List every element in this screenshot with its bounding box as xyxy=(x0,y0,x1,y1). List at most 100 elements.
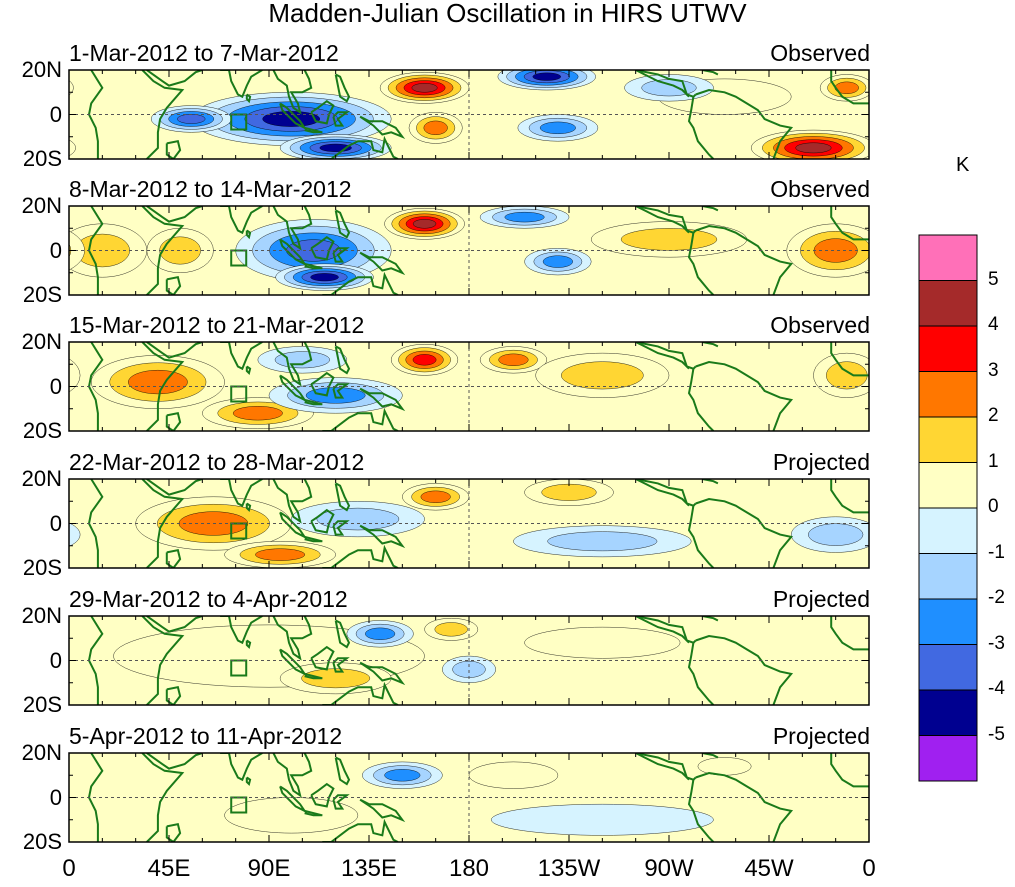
colorbar-tick-label: 5 xyxy=(988,268,999,290)
panel-date-range: 15-Mar-2012 to 21-Mar-2012 xyxy=(69,312,365,338)
anomaly-contour xyxy=(69,522,81,547)
colorbar-tick-label: 0 xyxy=(988,496,999,517)
lat-tick-label: 20N xyxy=(21,193,62,218)
colorbar-swatch xyxy=(918,416,978,463)
coastlines xyxy=(87,616,869,705)
panel-status: Projected xyxy=(772,586,870,612)
anomaly-contour xyxy=(412,354,437,366)
lon-tick-label: 90E xyxy=(247,855,291,882)
lat-tick-label: 20S xyxy=(22,829,62,854)
anomaly-contour xyxy=(561,361,644,390)
anomaly-contour xyxy=(35,82,59,94)
lat-tick-label: 20S xyxy=(22,282,62,307)
anomaly-contour xyxy=(808,523,864,546)
lon-tick-label: 180 xyxy=(448,855,490,882)
colorbar-swatch xyxy=(918,689,978,736)
lon-tick-label: 45E xyxy=(147,855,191,882)
map-panel xyxy=(35,69,870,160)
anomaly-contour xyxy=(69,80,74,96)
panel-date-range: 5-Apr-2012 to 11-Apr-2012 xyxy=(69,723,343,749)
anomaly-contour xyxy=(468,761,559,789)
anomaly-contour xyxy=(491,803,714,836)
anomaly-contour xyxy=(539,121,576,134)
colorbar-tick-label: -4 xyxy=(988,678,1005,699)
lat-tick-label: 20S xyxy=(22,146,62,171)
lat-tick-label: 20N xyxy=(21,466,62,491)
anomaly-contour xyxy=(532,72,561,81)
lat-tick-label: 20S xyxy=(22,418,62,443)
lon-tick-label: 135E xyxy=(340,855,398,882)
panel-status: Observed xyxy=(770,312,870,338)
lat-tick-label: 0 xyxy=(49,647,62,673)
figure-title: Madden-Julian Oscillation in HIRS UTWV xyxy=(268,0,747,28)
lat-tick-label: 20N xyxy=(21,329,62,354)
anomaly-contour xyxy=(128,369,188,395)
lat-tick-label: 20S xyxy=(22,555,62,580)
colorbar-swatch xyxy=(918,371,978,418)
colorbar-tick-label: -2 xyxy=(988,587,1005,608)
colorbar-swatch xyxy=(918,234,978,281)
anomaly-contour xyxy=(232,406,283,421)
lat-tick-label: 20N xyxy=(21,740,62,765)
colorbar-unit: K xyxy=(956,154,970,176)
map-panel xyxy=(68,615,870,706)
anomaly-contour xyxy=(620,228,718,251)
panel-status: Projected xyxy=(772,723,870,749)
panel-date-range: 29-Mar-2012 to 4-Apr-2012 xyxy=(69,586,348,612)
anomaly-contour xyxy=(69,139,76,157)
colorbar-tick-label: 2 xyxy=(988,405,999,426)
colorbar-swatch xyxy=(918,462,978,509)
anomaly-contour xyxy=(498,353,529,366)
coastlines xyxy=(87,206,869,295)
anomaly-contour xyxy=(795,142,832,154)
lat-tick-label: 20N xyxy=(21,603,62,628)
colorbar-tick-label: 1 xyxy=(988,450,999,472)
anomaly-contour xyxy=(504,211,545,223)
lat-tick-label: 0 xyxy=(49,784,62,810)
coastlines xyxy=(87,342,869,431)
panel-date-range: 22-Mar-2012 to 28-Mar-2012 xyxy=(69,449,365,475)
panel-status: Observed xyxy=(770,176,870,202)
anomaly-contour xyxy=(411,83,438,93)
anomaly-contour xyxy=(434,622,468,637)
colorbar-swatch xyxy=(918,507,978,554)
anomaly-contour xyxy=(412,219,437,229)
colorbar-swatch xyxy=(918,644,978,691)
anomaly-contour xyxy=(697,757,752,776)
colorbar-swatch xyxy=(918,735,978,782)
anomaly-contour xyxy=(177,114,206,124)
colorbar-tick-label: -3 xyxy=(988,632,1005,654)
coastlines xyxy=(87,70,869,159)
anomaly-contour xyxy=(423,120,448,135)
panel-date-range: 1-Mar-2012 to 7-Mar-2012 xyxy=(69,40,339,66)
anomaly-contour xyxy=(69,358,81,393)
anomaly-contour xyxy=(310,273,339,282)
anomaly-contour xyxy=(542,255,573,268)
map-panel xyxy=(68,752,870,843)
colorbar-swatch xyxy=(918,325,978,372)
colorbar-tick-label: -5 xyxy=(988,723,1005,745)
lat-tick-label: 0 xyxy=(49,101,62,127)
map-panel xyxy=(68,205,870,296)
anomaly-contour xyxy=(255,548,306,561)
lat-tick-label: 0 xyxy=(49,510,62,536)
colorbar-swatch xyxy=(918,598,978,645)
colorbar-tick-label: 3 xyxy=(988,359,999,381)
colorbar-tick-label: 4 xyxy=(988,314,999,335)
anomaly-contour xyxy=(384,769,421,782)
anomaly-contour xyxy=(420,490,451,503)
map-panel xyxy=(68,341,870,432)
coastlines xyxy=(87,753,869,842)
coastlines xyxy=(87,479,869,568)
panel-status: Observed xyxy=(770,40,870,66)
lat-tick-label: 20S xyxy=(22,692,62,717)
lon-tick-label: 90W xyxy=(644,855,694,882)
panel-status: Projected xyxy=(772,449,870,475)
lon-tick-label: 0 xyxy=(862,855,876,882)
lon-tick-label: 135W xyxy=(537,855,601,882)
lat-tick-label: 20N xyxy=(21,57,62,82)
anomaly-contour xyxy=(547,531,658,552)
colorbar xyxy=(918,234,978,782)
lat-tick-label: 0 xyxy=(49,237,62,263)
